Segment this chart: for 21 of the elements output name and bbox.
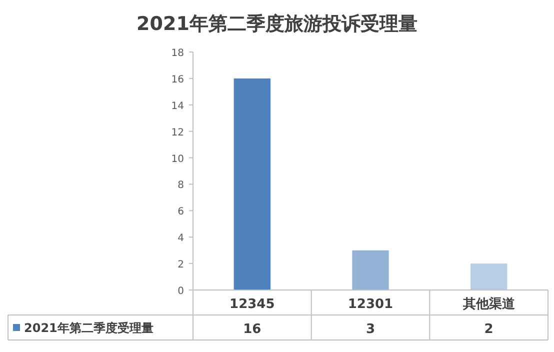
x-tick-label: 12345 [230, 297, 275, 312]
x-tick-label: 12301 [348, 297, 394, 312]
y-tick-label: 10 [171, 154, 184, 165]
legend-label: 2021年第二季度受理量 [24, 321, 154, 335]
y-tick-label: 6 [178, 206, 184, 218]
data-label: 2 [484, 322, 494, 337]
y-tick-label: 16 [171, 74, 184, 86]
chart-title: 2021年第二季度旅游投诉受理量 [136, 13, 418, 35]
y-tick-label: 14 [171, 100, 184, 112]
y-tick-label: 8 [178, 180, 184, 192]
y-tick-label: 18 [171, 48, 184, 59]
bar [234, 78, 271, 290]
y-tick-label: 4 [178, 233, 184, 244]
x-tick-label: 其他渠道 [462, 296, 516, 312]
y-tick-label: 2 [178, 260, 184, 271]
data-label: 3 [366, 322, 376, 337]
y-tick-label: 0 [178, 286, 184, 297]
bar [470, 264, 508, 290]
y-tick-label: 12 [171, 127, 184, 138]
bar [352, 250, 389, 290]
data-label: 16 [243, 322, 262, 337]
